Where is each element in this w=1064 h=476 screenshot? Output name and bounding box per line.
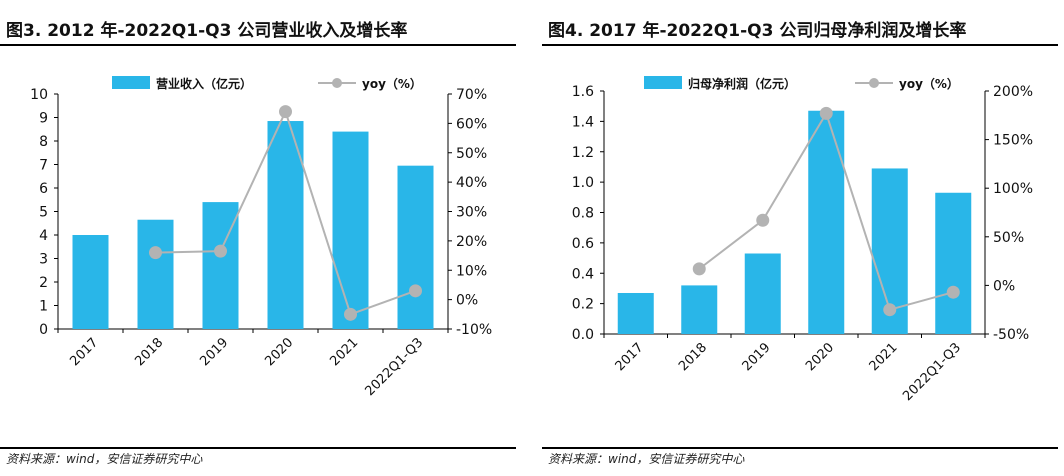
y2-tick-label: 50% (456, 146, 487, 162)
yoy-point (692, 262, 706, 276)
source-rule (0, 447, 516, 449)
legend-marker-yoy (869, 78, 879, 88)
y2-tick-label: 10% (456, 263, 487, 279)
y-tick-label: 4 (39, 228, 48, 244)
net-profit-chart: 0.0 0.2 0.4 0.6 0.8 1.0 1.2 1.4 1.6 -50% 0% 50% 100%… (572, 76, 1033, 404)
bar (332, 131, 369, 329)
y-tick-label: 9 (39, 111, 48, 127)
y-tick-label: 1.2 (572, 145, 594, 161)
legend-swatch-bar (112, 76, 150, 89)
x-tick-label: 2017 (613, 340, 647, 374)
y2-tick-label: 40% (456, 175, 487, 191)
bar (744, 253, 781, 334)
title-rule (0, 44, 516, 46)
source-note: 资料来源：wind，安信证券研究中心 (6, 452, 203, 466)
yoy-point (946, 285, 960, 299)
y-tick-label: 10 (30, 87, 48, 103)
x-tick-label: 2017 (67, 335, 101, 369)
y2-tick-label: 30% (456, 205, 487, 221)
y-tick-label: 0.4 (572, 266, 594, 282)
revenue-chart: 0 1 2 3 4 5 6 7 8 9 10 -10% 0% 10% 20% 30% 40% 50% 60% 70% 2… (30, 76, 492, 399)
y2-tick-label: -10% (456, 322, 492, 338)
x-tick-label: 2019 (740, 340, 774, 374)
y-tick-label: 0.8 (572, 206, 594, 222)
chart-panel-revenue: 图3. 2012 年-2022Q1-Q3 公司营业收入及增长率 0 1 2 3 4 5 6 7… (0, 0, 520, 476)
y-tick-label: 2 (39, 275, 48, 291)
y-tick-label: 1 (39, 299, 48, 315)
y2-tick-label: -50% (993, 327, 1029, 343)
y-tick-label: 6 (39, 181, 48, 197)
y-tick-label: 0 (39, 322, 48, 338)
bar (397, 165, 434, 329)
bar (72, 235, 109, 329)
y-tick-label: 0.2 (572, 297, 594, 313)
yoy-point (409, 284, 422, 298)
x-tick-label: 2020 (262, 335, 296, 369)
y2-tick-label: 100% (993, 181, 1033, 197)
y-tick-label: 3 (39, 252, 48, 268)
yoy-point (883, 303, 897, 317)
legend-label-bar: 归母净利润（亿元） (688, 76, 796, 91)
y-tick-label: 7 (39, 158, 48, 174)
figure-title: 图3. 2012 年-2022Q1-Q3 公司营业收入及增长率 (6, 21, 408, 41)
legend-label-yoy: yoy（%） (899, 76, 959, 91)
bar (935, 192, 972, 334)
source-rule (542, 447, 1058, 449)
chart-panel-net-profit: 图4. 2017 年-2022Q1-Q3 公司归母净利润及增长率 0.0 0.2 0… (542, 0, 1062, 476)
bar (202, 202, 239, 329)
x-tick-label: 2021 (867, 340, 901, 374)
bar (681, 285, 718, 334)
y-tick-label: 5 (39, 205, 48, 221)
y-tick-label: 1.4 (572, 114, 594, 130)
x-tick-label: 2021 (327, 335, 361, 369)
legend-label-yoy: yoy（%） (362, 76, 422, 91)
y2-tick-label: 150% (993, 133, 1033, 149)
title-rule (542, 44, 1058, 46)
yoy-point (344, 307, 357, 321)
bar (617, 292, 654, 334)
legend-swatch-bar (644, 76, 682, 89)
bar (267, 121, 304, 330)
x-tick-label: 2022Q1-Q3 (900, 340, 964, 404)
x-tick-label: 2020 (803, 340, 837, 374)
y2-tick-label: 20% (456, 234, 487, 250)
figure-title: 图4. 2017 年-2022Q1-Q3 公司归母净利润及增长率 (548, 21, 967, 41)
x-tick-label: 2018 (132, 335, 166, 369)
bar (137, 219, 174, 329)
y2-tick-label: 0% (456, 293, 478, 309)
y2-tick-label: 0% (993, 278, 1015, 294)
y2-tick-label: 50% (993, 230, 1024, 246)
y-tick-label: 1.0 (572, 175, 594, 191)
legend-label-bar: 营业收入（亿元） (156, 76, 252, 91)
yoy-point (279, 105, 292, 119)
y2-tick-label: 200% (993, 84, 1033, 100)
x-tick-label: 2022Q1-Q3 (363, 335, 427, 399)
yoy-point (149, 246, 162, 260)
source-note: 资料来源：wind，安信证券研究中心 (548, 452, 745, 466)
yoy-point (819, 106, 833, 120)
bar (808, 110, 845, 335)
y-tick-label: 0.6 (572, 236, 594, 252)
yoy-point (214, 244, 227, 258)
y-tick-label: 1.6 (572, 84, 594, 100)
y2-tick-label: 70% (456, 87, 487, 103)
yoy-point (756, 213, 770, 227)
y-tick-label: 8 (39, 134, 48, 150)
y-tick-label: 0.0 (572, 327, 594, 343)
legend-marker-yoy (332, 78, 342, 88)
x-tick-label: 2019 (197, 335, 231, 369)
y2-tick-label: 60% (456, 116, 487, 132)
x-tick-label: 2018 (676, 340, 710, 374)
